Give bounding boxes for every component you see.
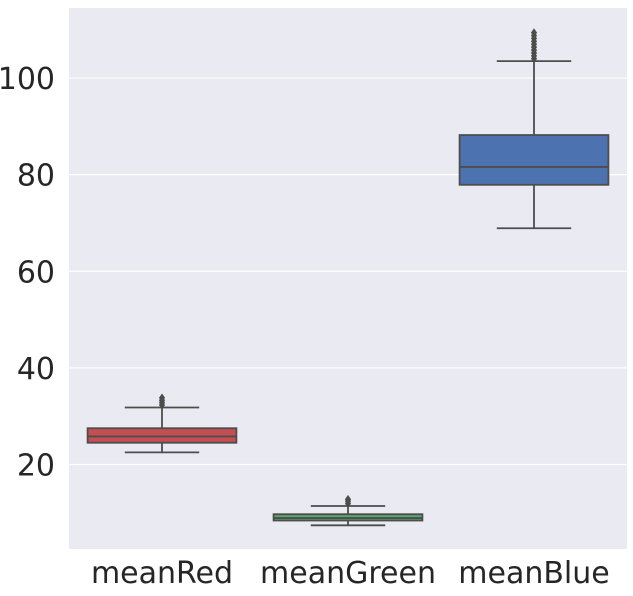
box-iqr bbox=[458, 134, 610, 186]
box-meanRed bbox=[86, 393, 238, 454]
outlier-point bbox=[530, 28, 538, 38]
y-tick-label-40: 40 bbox=[17, 352, 55, 387]
x-tick-label-meanRed: meanRed bbox=[91, 556, 233, 591]
y-tick-label-100: 100 bbox=[0, 62, 55, 97]
box-iqr bbox=[86, 427, 238, 444]
y-tick-labels: 20 40 60 80 100 bbox=[0, 62, 55, 483]
plot-background bbox=[69, 8, 627, 549]
x-tick-label-meanBlue: meanBlue bbox=[458, 556, 609, 591]
y-tick-label-20: 20 bbox=[17, 448, 55, 483]
y-tick-label-80: 80 bbox=[17, 159, 55, 194]
outlier-point bbox=[344, 494, 352, 504]
outlier-point bbox=[158, 393, 166, 403]
box-meanGreen bbox=[272, 494, 424, 527]
y-tick-label-60: 60 bbox=[17, 255, 55, 290]
box-meanBlue bbox=[458, 28, 610, 230]
x-tick-label-meanGreen: meanGreen bbox=[260, 556, 436, 591]
x-tick-labels: meanRed meanGreen meanBlue bbox=[91, 556, 610, 591]
boxes bbox=[86, 28, 610, 527]
